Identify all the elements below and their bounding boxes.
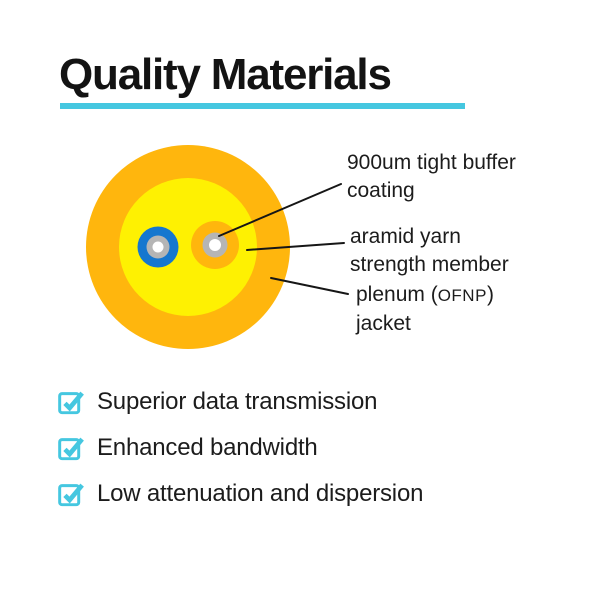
callout-aramid-line1: aramid yarn (350, 225, 461, 248)
checkbox-checked-icon (58, 391, 84, 415)
feature-list: Superior data transmission Enhanced band… (58, 388, 424, 528)
feature-label: Superior data transmission (97, 388, 378, 415)
callout-jacket-prefix: plenum ( (356, 283, 438, 306)
feature-item-attenuation: Low attenuation and dispersion (58, 480, 424, 507)
callout-jacket-line2: jacket (356, 312, 411, 335)
callout-buffer-line2: coating (347, 179, 415, 202)
feature-label: Enhanced bandwidth (97, 434, 318, 461)
callout-line-jacket (270, 277, 349, 295)
callout-line-buffer (218, 183, 342, 237)
callout-line-aramid (246, 242, 345, 251)
callout-label-buffer: 900um tight buffer coating (347, 149, 516, 205)
fiber-blue-core (152, 241, 164, 253)
page-title: Quality Materials (59, 50, 392, 99)
checkbox-checked-icon (58, 437, 84, 461)
callout-label-jacket: plenum (OFNP) jacket (356, 281, 494, 338)
feature-item-bandwidth: Enhanced bandwidth (58, 434, 423, 461)
feature-item-data-transmission: Superior data transmission (58, 388, 423, 415)
callout-jacket-acronym: OFNP (437, 286, 487, 305)
cable-inner-fill (119, 178, 257, 316)
callout-jacket-suffix: ) (486, 283, 494, 306)
feature-label: Low attenuation and dispersion (97, 480, 424, 507)
callout-aramid-line2: strength member (350, 253, 509, 276)
title-underline (60, 103, 465, 109)
fiber-orange-core (209, 239, 221, 251)
checkbox-checked-icon (58, 483, 84, 507)
callout-buffer-line1: 900um tight buffer (347, 151, 516, 174)
callout-label-aramid: aramid yarn strength member (350, 223, 509, 279)
